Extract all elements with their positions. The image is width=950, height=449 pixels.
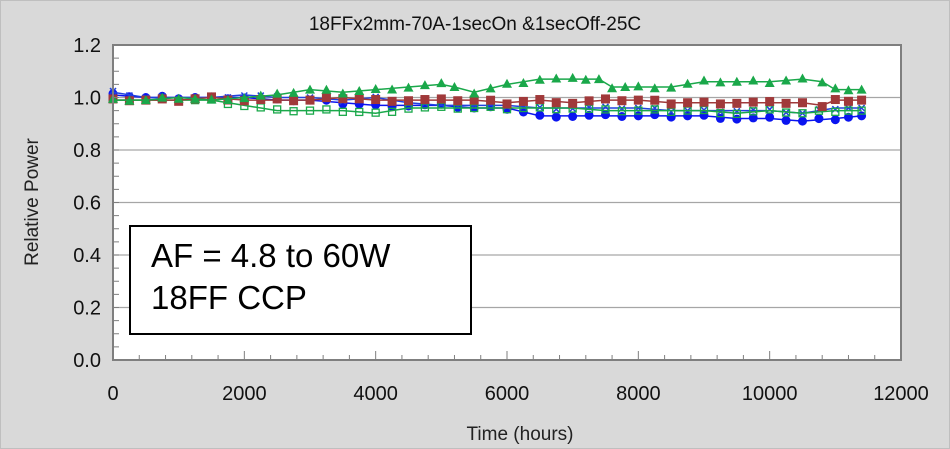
x-tick-label: 10000 — [742, 383, 798, 405]
y-tick-label: 1.2 — [73, 35, 101, 57]
y-tick-label: 0.8 — [73, 140, 101, 162]
x-axis-tick-labels: 0 2000 4000 6000 8000 10000 12000 — [107, 383, 928, 405]
annotation-line-2: 18FF CCP — [151, 279, 307, 316]
annotation-line-1: AF = 4.8 to 60W — [151, 237, 391, 274]
x-tick-label: 2000 — [222, 383, 267, 405]
y-tick-label: 0.6 — [73, 193, 101, 215]
x-axis-title: Time (hours) — [467, 424, 574, 445]
x-tick-label: 8000 — [616, 383, 661, 405]
x-tick-label: 4000 — [353, 383, 398, 405]
chart-title: 18FFx2mm-70A-1secOn &1secOff-25C — [308, 14, 642, 35]
annotation-box: AF = 4.8 to 60W 18FF CCP — [129, 225, 472, 335]
y-tick-label: 0.0 — [73, 350, 101, 372]
y-axis-tick-labels: 0.0 0.2 0.4 0.6 0.8 1.0 1.2 — [73, 35, 101, 372]
y-axis-title: Relative Power — [22, 137, 43, 265]
series-green-triangle — [108, 72, 867, 105]
x-tick-label: 6000 — [485, 383, 530, 405]
axis-ticks — [112, 44, 902, 361]
x-tick-label: 0 — [107, 383, 118, 405]
y-tick-label: 0.4 — [73, 245, 101, 267]
y-tick-label: 1.0 — [73, 88, 101, 110]
y-tick-label: 0.2 — [73, 298, 101, 320]
x-tick-label: 12000 — [873, 383, 929, 405]
